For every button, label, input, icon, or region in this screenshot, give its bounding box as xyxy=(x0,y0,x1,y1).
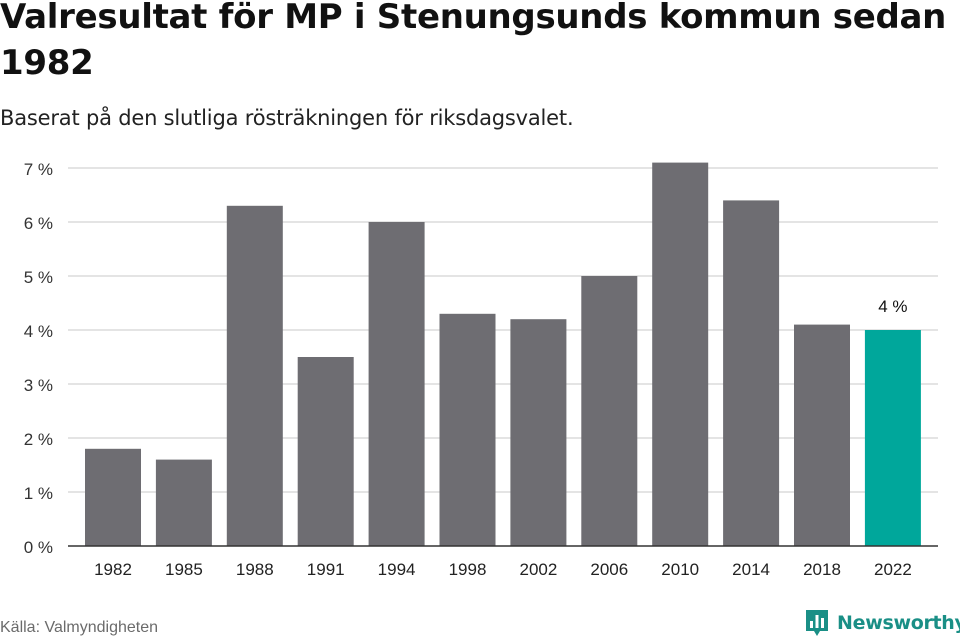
y-tick-label: 1 % xyxy=(24,484,53,503)
y-tick-label: 3 % xyxy=(24,376,53,395)
source-note: Källa: Valmyndigheten xyxy=(0,619,159,636)
x-axis-ticks: 1982 1985 1988 1991 1994 1998 2002 2006 2010 2014… xyxy=(94,560,912,579)
bars xyxy=(85,162,921,547)
bar-2014 xyxy=(723,200,780,546)
brand-logo[interactable]: Newsworthy xyxy=(804,608,960,638)
bar-1998 xyxy=(439,313,496,546)
x-tick-label: 2002 xyxy=(519,560,557,579)
bar-chart: 0 % 1 % 2 % 3 % 4 % 5 % 6 % 7 % 1982 1985 1988 199… xyxy=(24,160,938,579)
y-tick-label: 4 % xyxy=(24,322,53,341)
bar-2022 xyxy=(864,330,921,546)
y-tick-label: 7 % xyxy=(24,160,53,179)
bar-1985 xyxy=(155,459,212,546)
x-tick-label: 1998 xyxy=(449,560,487,579)
x-tick-label: 1988 xyxy=(236,560,274,579)
y-axis-ticks: 0 % 1 % 2 % 3 % 4 % 5 % 6 % 7 % xyxy=(24,160,53,557)
brand-name: Newsworthy xyxy=(837,612,960,634)
y-tick-label: 0 % xyxy=(24,538,53,557)
x-tick-label: 1985 xyxy=(165,560,203,579)
chart-subtitle: Baserat på den slutliga rösträkningen fö… xyxy=(0,106,574,130)
x-tick-label: 1994 xyxy=(378,560,416,579)
y-tick-label: 6 % xyxy=(24,214,53,233)
bar-1982 xyxy=(85,448,141,546)
x-tick-label: 2022 xyxy=(874,560,912,579)
bar-1994 xyxy=(368,222,425,546)
bar-2018 xyxy=(794,324,850,546)
bar-2010 xyxy=(652,162,709,546)
data-labels: 4 % xyxy=(878,297,907,316)
bar-1988 xyxy=(226,205,283,547)
bar-1991 xyxy=(297,357,354,546)
gridlines xyxy=(68,167,938,493)
x-tick-label: 2010 xyxy=(661,560,699,579)
newsworthy-bar-chart-icon xyxy=(806,610,828,636)
x-tick-label: 2018 xyxy=(803,560,841,579)
bar-2006 xyxy=(581,276,638,546)
x-tick-label: 1982 xyxy=(94,560,132,579)
bar-2002 xyxy=(510,319,567,546)
x-tick-label: 2014 xyxy=(732,560,770,579)
data-label: 4 % xyxy=(878,297,907,316)
y-tick-label: 2 % xyxy=(24,430,53,449)
x-tick-label: 2006 xyxy=(590,560,628,579)
y-tick-label: 5 % xyxy=(24,268,53,287)
chart-title: Valresultat för MP i Stenungsunds kommun… xyxy=(0,0,947,83)
x-tick-label: 1991 xyxy=(307,560,345,579)
